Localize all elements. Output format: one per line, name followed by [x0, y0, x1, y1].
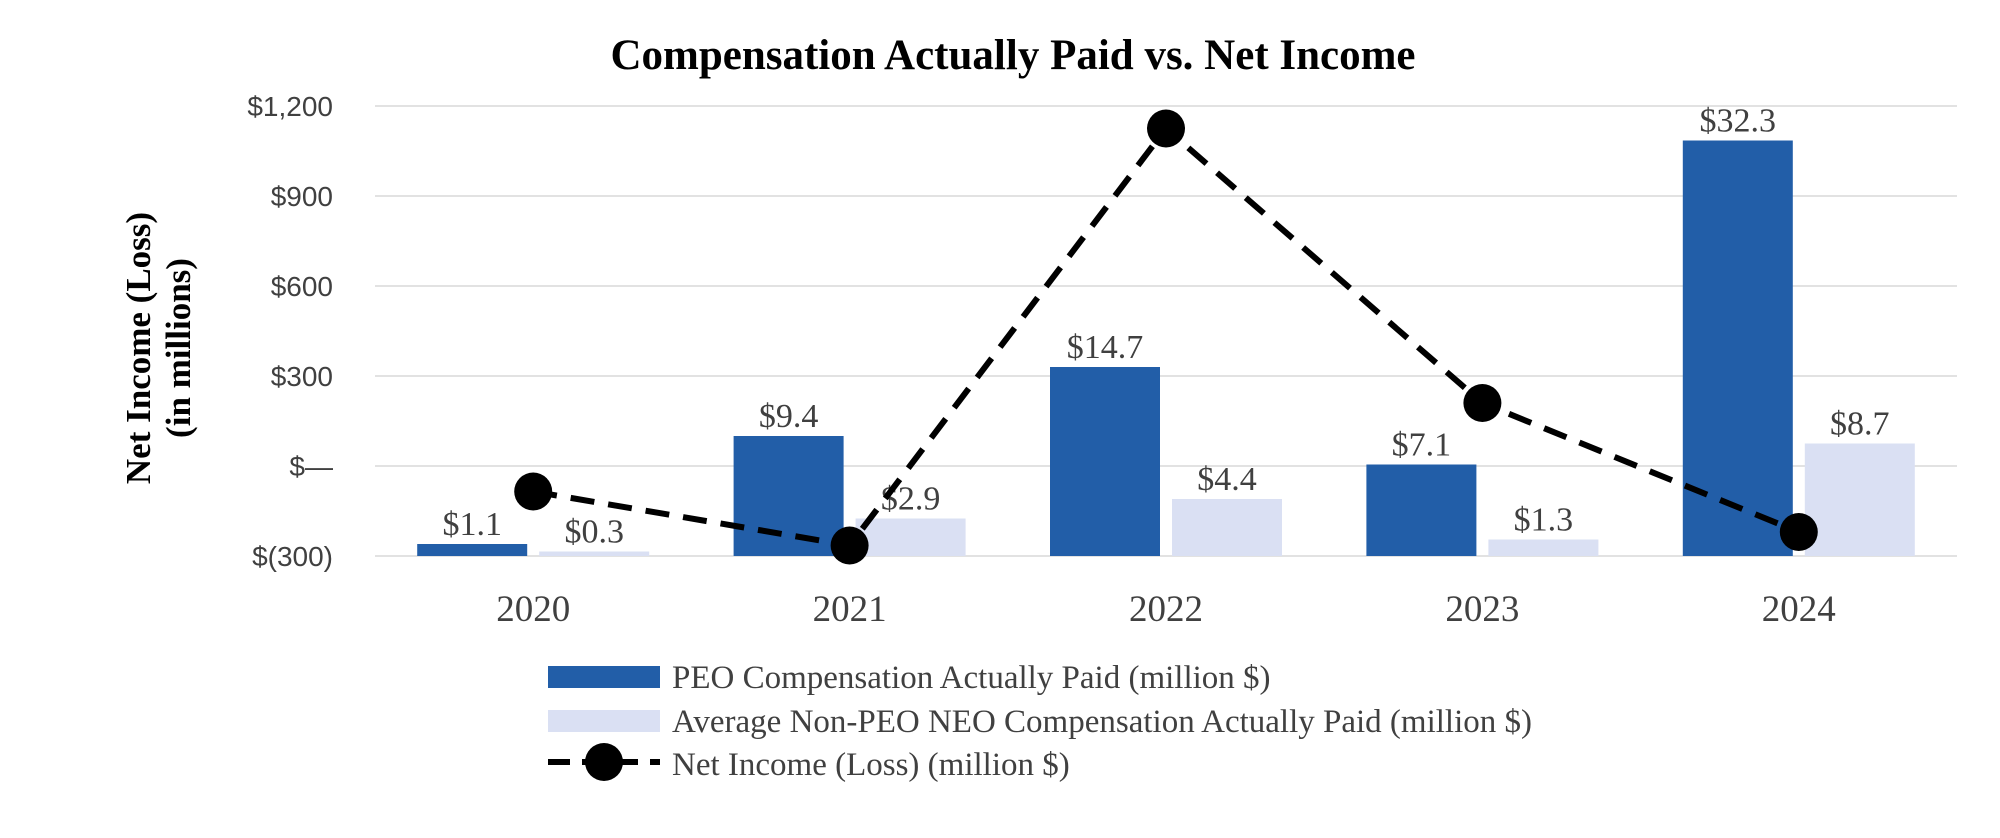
data-label-peo: $1.1	[442, 506, 502, 543]
chart-title: Compensation Actually Paid vs. Net Incom…	[610, 32, 1415, 79]
bar-peo	[1366, 464, 1477, 556]
bar-non-peo	[1488, 539, 1599, 556]
bar-non-peo	[1804, 443, 1915, 556]
net-income-point	[514, 472, 553, 511]
net-income-point	[830, 526, 869, 565]
net-income-line-path	[532, 124, 1800, 549]
x-tick-label: 2024	[1762, 589, 1836, 630]
y-tick-label: $900	[271, 181, 333, 212]
x-tick-label: 2023	[1445, 589, 1519, 630]
x-tick-label: 2022	[1129, 589, 1203, 630]
x-tick-label: 2021	[813, 589, 887, 630]
data-label-peo: $9.4	[759, 398, 819, 435]
data-label-peo: $14.7	[1067, 329, 1144, 366]
bars	[417, 140, 1915, 556]
y-axis-title-line1: Net Income (Loss)	[119, 212, 158, 484]
y-tick-label: $300	[271, 361, 333, 392]
bar-non-peo	[1172, 499, 1282, 556]
data-label-non-peo: $8.7	[1830, 406, 1890, 443]
net-income-point	[1779, 513, 1818, 551]
legend-swatch-peo	[548, 666, 660, 688]
bar-non-peo	[855, 518, 966, 556]
y-axis-title-line2: (in millions)	[159, 258, 198, 438]
legend-label-peo: PEO Compensation Actually Paid (million …	[672, 660, 1271, 696]
data-label-peo: $7.1	[1392, 427, 1452, 464]
y-tick-label: $(300)	[252, 541, 333, 572]
y-tick-label: $—	[289, 451, 333, 482]
bar-peo	[1050, 367, 1160, 556]
net-income-point	[1147, 109, 1185, 148]
net-income-point	[1463, 384, 1502, 422]
data-label-non-peo: $2.9	[881, 481, 941, 518]
bar-peo	[1682, 140, 1793, 556]
net-income-line	[514, 109, 1818, 565]
legend-swatch-non-peo	[548, 710, 660, 732]
bar-non-peo	[539, 551, 650, 556]
y-tick-label: $1,200	[247, 91, 333, 122]
y-tick-labels: $(300) $— $300 $600 $900 $1,200	[247, 91, 333, 572]
bar-peo	[417, 544, 528, 556]
data-label-non-peo: $4.4	[1197, 461, 1257, 498]
legend-label-non-peo: Average Non-PEO NEO Compensation Actuall…	[672, 704, 1532, 740]
legend: PEO Compensation Actually Paid (million …	[548, 660, 1532, 783]
data-label-peo: $32.3	[1700, 103, 1777, 140]
bar-peo	[733, 436, 844, 556]
x-tick-label: 2020	[496, 589, 570, 630]
data-label-non-peo: $0.3	[564, 514, 624, 551]
x-tick-labels: 2020 2021 2022 2023 2024	[496, 589, 1836, 630]
legend-marker-net-income	[585, 743, 623, 781]
data-label-non-peo: $1.3	[1514, 502, 1574, 539]
y-axis-title: Net Income (Loss) (in millions)	[119, 212, 198, 484]
legend-label-net-income: Net Income (Loss) (million $)	[672, 747, 1070, 783]
y-tick-label: $600	[271, 271, 333, 302]
bar-data-labels: $1.1 $9.4 $14.7 $7.1 $32.3 $0.3 $2.9 $4.4 $1.3 $8…	[442, 103, 1889, 551]
